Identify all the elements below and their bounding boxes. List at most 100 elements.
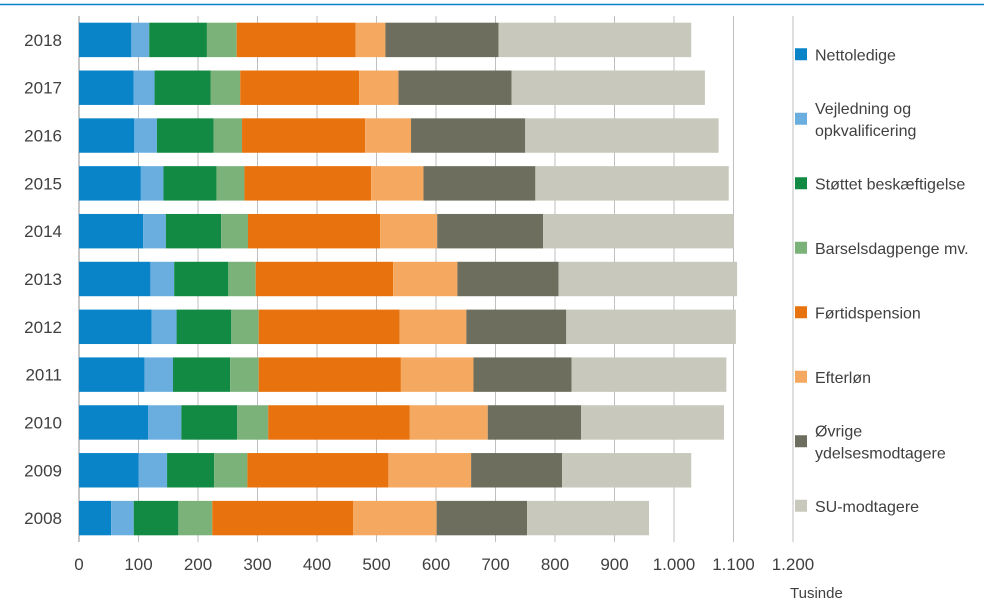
bar-2014-series-1: [143, 213, 166, 249]
x-tick-label-1: 100: [124, 555, 152, 574]
bar-2017-series-0: [79, 70, 134, 105]
bar-2008-series-6: [436, 500, 528, 536]
bar-2012-series-3: [231, 309, 259, 345]
bar-2011-series-7: [571, 357, 727, 392]
bar-2011-series-6: [473, 357, 572, 392]
bar-2013-series-5: [393, 261, 458, 297]
bar-2010-series-3: [237, 405, 269, 440]
x-tick-label-6: 600: [422, 555, 450, 574]
bar-2017-series-3: [210, 70, 241, 105]
category-label-2014: 2014: [24, 222, 62, 241]
x-tick-label-9: 900: [600, 555, 628, 574]
bar-2015-series-6: [423, 166, 536, 201]
legend-swatch-4: [795, 306, 807, 319]
x-tick-label-0: 0: [74, 555, 83, 574]
bar-2017-series-2: [154, 70, 211, 105]
category-label-2010: 2010: [24, 413, 62, 432]
bar-2009-series-7: [562, 453, 692, 488]
x-axis-unit-label: Tusinde: [790, 585, 843, 602]
x-tick-label-11: 1.100: [712, 555, 755, 574]
bar-2016-series-5: [365, 118, 412, 153]
bar-2008-series-5: [353, 500, 437, 536]
bar-2012-series-7: [566, 309, 736, 345]
legend: Nettoledige Vejledning og opkvalificering S…: [795, 47, 969, 516]
bar-2018-series-6: [385, 22, 499, 58]
x-tick-label-8: 800: [541, 555, 569, 574]
bar-2013-series-2: [174, 261, 229, 297]
x-tick-label-5: 500: [362, 555, 390, 574]
bar-2018-series-1: [131, 22, 150, 58]
bar-2018-series-3: [206, 22, 237, 58]
bar-2013-series-6: [457, 261, 559, 297]
bar-2010-series-1: [148, 405, 182, 440]
bar-2008-series-0: [79, 500, 112, 536]
bar-2018-series-5: [355, 22, 386, 58]
bar-2014-series-2: [165, 213, 222, 249]
bar-2018-series-0: [79, 22, 132, 58]
bar-2015-series-7: [535, 166, 729, 201]
bar-2010-series-7: [581, 405, 724, 440]
x-tick-label-3: 300: [243, 555, 271, 574]
bar-2009-series-5: [388, 453, 472, 488]
bar-2012-series-0: [79, 309, 152, 345]
bar-2011-series-2: [173, 357, 231, 392]
bar-2014-series-0: [79, 213, 144, 249]
category-label-2009: 2009: [24, 461, 62, 480]
bar-2015-series-0: [79, 166, 141, 201]
bar-2010-series-2: [181, 405, 238, 440]
bar-2013-series-3: [228, 261, 256, 297]
bar-2008-series-2: [133, 500, 179, 536]
bar-2011-series-1: [144, 357, 174, 392]
bar-2009-series-2: [167, 453, 215, 488]
bar-2014-series-7: [543, 213, 734, 249]
bar-2008-series-1: [111, 500, 134, 536]
bar-2012-series-2: [176, 309, 232, 345]
bar-2015-series-4: [244, 166, 372, 201]
legend-label-3: Barselsdagpenge mv.: [815, 241, 969, 258]
bar-2011-series-4: [258, 357, 401, 392]
bar-2011-series-5: [400, 357, 474, 392]
legend-swatch-2: [795, 177, 807, 190]
category-label-2018: 2018: [24, 31, 62, 50]
bar-2017-series-1: [133, 70, 155, 105]
category-label-2017: 2017: [24, 79, 62, 98]
bar-2018-series-2: [149, 22, 207, 58]
category-label-2012: 2012: [24, 318, 62, 337]
bar-2015-series-2: [163, 166, 217, 201]
legend-swatch-3: [795, 241, 807, 254]
bar-2015-series-3: [216, 166, 245, 201]
category-label-2011: 2011: [25, 366, 62, 385]
bar-2010-series-6: [487, 405, 582, 440]
bar-2009-series-1: [138, 453, 168, 488]
bar-2012-series-1: [151, 309, 177, 345]
bar-2012-series-4: [258, 309, 400, 345]
x-tick-label-2: 200: [184, 555, 212, 574]
bar-2017-series-4: [240, 70, 360, 105]
category-labels: 2018 2017 2016 2015 2014 2013 2012 2011 2010 2009…: [24, 31, 62, 528]
category-label-2016: 2016: [24, 127, 62, 146]
bar-2009-series-3: [214, 453, 248, 488]
bar-2017-series-7: [511, 70, 705, 105]
bar-2008-series-7: [527, 500, 650, 536]
category-label-2015: 2015: [24, 174, 62, 193]
bar-2017-series-6: [398, 70, 512, 105]
bar-2017-series-5: [359, 70, 399, 105]
bar-2010-series-5: [409, 405, 488, 440]
x-tick-label-12: 1.200: [772, 555, 815, 574]
bar-2013-series-0: [79, 261, 151, 297]
legend-label-2: Støttet beskæftigelse: [815, 176, 965, 193]
bar-2014-series-5: [380, 213, 438, 249]
bar-2016-series-6: [411, 118, 526, 153]
legend-label-7: SU-modtagere: [815, 499, 919, 516]
bar-2016-series-1: [134, 118, 157, 153]
bar-2016-series-7: [525, 118, 719, 153]
bar-2018-series-4: [236, 22, 356, 58]
bar-2016-series-3: [213, 118, 243, 153]
bar-2016-series-2: [156, 118, 214, 153]
bar-2018-series-7: [498, 22, 692, 58]
legend-label-5: Efterløn: [815, 370, 871, 387]
bar-2008-series-4: [212, 500, 354, 536]
legend-swatch-5: [795, 370, 807, 383]
bar-2014-series-3: [221, 213, 248, 249]
